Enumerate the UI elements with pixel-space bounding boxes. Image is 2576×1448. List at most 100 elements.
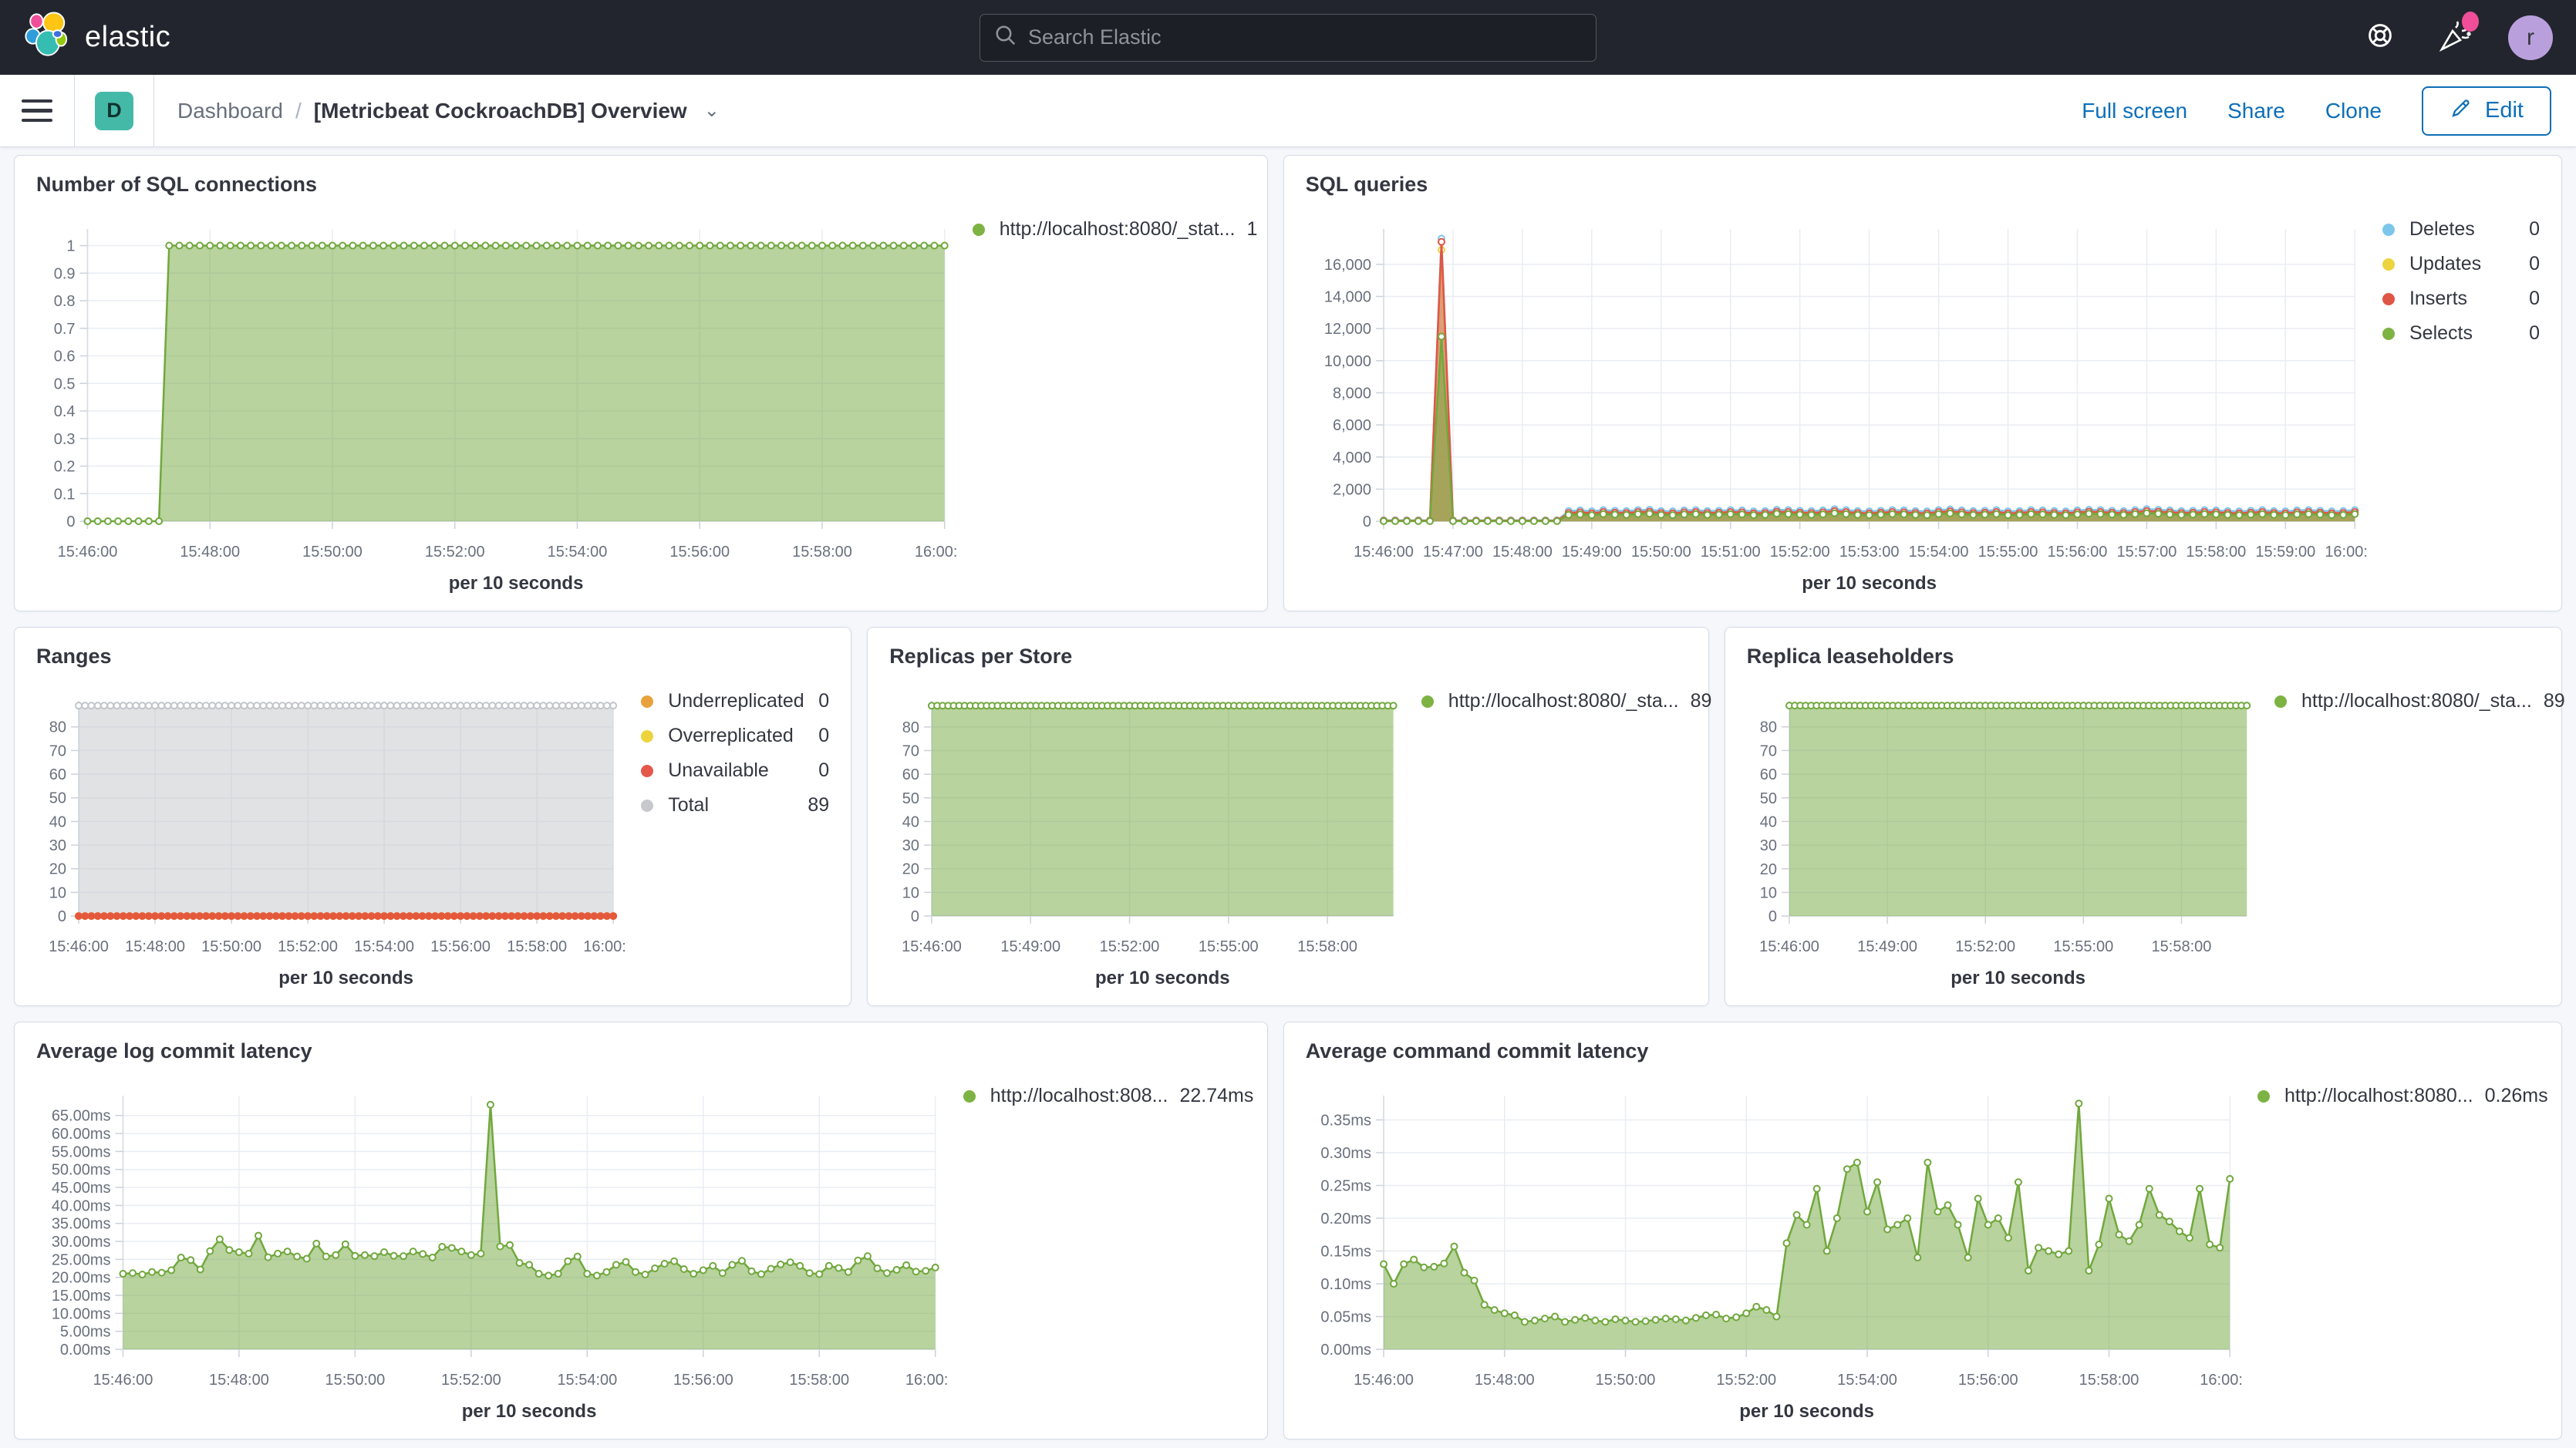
log-commit-latency-chart[interactable]: 15:46:00 15:48:00 15:50:00 15:52:00 15:54:00… [32, 1065, 948, 1431]
clone-button[interactable]: Clone [2325, 98, 2382, 123]
svg-text:15:48:00: 15:48:00 [125, 938, 185, 955]
svg-text:15:52:00: 15:52:00 [425, 544, 485, 561]
replica-leaseholders-chart[interactable]: 15:46:00 15:49:00 15:52:00 15:55:00 15:58:00… [1742, 670, 2259, 998]
svg-text:15:58:00: 15:58:00 [1297, 938, 1357, 955]
svg-text:10: 10 [49, 884, 66, 901]
menu-button[interactable] [22, 99, 52, 123]
legend-item[interactable]: Overreplicated 0 [641, 725, 829, 747]
legend-label: Underreplicated [668, 690, 804, 712]
svg-text:0.35ms: 0.35ms [1320, 1112, 1371, 1129]
legend-item[interactable]: http://localhost:8080/_stat... 1 [972, 218, 1257, 241]
breadcrumb: Dashboard / [Metricbeat CockroachDB] Ove… [177, 99, 720, 123]
svg-text:15:48:00: 15:48:00 [209, 1372, 269, 1389]
svg-text:10,000: 10,000 [1324, 353, 1371, 370]
svg-text:per 10 seconds: per 10 seconds [1951, 968, 2085, 988]
legend-dot-icon [2382, 258, 2395, 271]
svg-text:15.00ms: 15.00ms [52, 1288, 111, 1305]
command-commit-latency-chart[interactable]: 15:46:00 15:48:00 15:50:00 15:52:00 15:54:00… [1301, 1065, 2242, 1431]
help-menu-button[interactable] [2360, 18, 2400, 58]
replicas-per-store-chart[interactable]: 15:46:00 15:49:00 15:52:00 15:55:00 15:58:00… [885, 670, 1406, 998]
edit-button[interactable]: Edit [2422, 86, 2551, 136]
svg-text:15:52:00: 15:52:00 [278, 938, 338, 955]
svg-text:15:52:00: 15:52:00 [1716, 1372, 1776, 1389]
svg-text:0.00ms: 0.00ms [60, 1342, 111, 1359]
legend-item[interactable]: http://localhost:808... 22.74ms [963, 1085, 1253, 1107]
legend-item[interactable]: Unavailable 0 [641, 759, 829, 782]
svg-text:15:47:00: 15:47:00 [1423, 544, 1483, 561]
svg-text:40.00ms: 40.00ms [52, 1197, 111, 1214]
svg-text:14,000: 14,000 [1324, 288, 1371, 305]
panel-title: Replicas per Store [889, 645, 1073, 668]
svg-text:1: 1 [66, 238, 75, 255]
global-search[interactable] [979, 13, 1597, 62]
sql-connections-chart[interactable]: 15:46:00 15:48:00 15:50:00 15:52:00 15:54:00… [32, 198, 957, 603]
svg-text:30: 30 [902, 837, 919, 854]
legend-value: 0 [2529, 322, 2540, 344]
ranges-chart[interactable]: 15:46:00 15:48:00 15:50:00 15:52:00 15:54:00… [32, 670, 625, 998]
elastic-brand[interactable]: elastic [23, 12, 170, 63]
svg-text:15:58:00: 15:58:00 [789, 1372, 849, 1389]
svg-text:15:56:00: 15:56:00 [669, 544, 730, 561]
svg-text:0.25ms: 0.25ms [1320, 1178, 1371, 1195]
legend-item[interactable]: Updates 0 [2382, 253, 2540, 275]
svg-text:0: 0 [911, 908, 919, 925]
user-avatar[interactable]: r [2508, 15, 2553, 60]
svg-text:15:54:00: 15:54:00 [1908, 544, 1968, 561]
full-screen-button[interactable]: Full screen [2082, 98, 2188, 123]
legend-item[interactable]: http://localhost:8080/_sta... 89 [2274, 690, 2565, 712]
dashboard-app-badge[interactable]: D [95, 91, 133, 130]
svg-text:per 10 seconds: per 10 seconds [462, 1401, 597, 1422]
legend-value: 0 [818, 690, 830, 712]
svg-text:0.15ms: 0.15ms [1320, 1244, 1371, 1261]
svg-text:20.00ms: 20.00ms [52, 1270, 111, 1287]
legend-label: Unavailable [668, 759, 769, 781]
svg-text:60.00ms: 60.00ms [52, 1126, 111, 1143]
legend-item[interactable]: Deletes 0 [2382, 218, 2540, 241]
legend-value: 0 [818, 725, 830, 746]
legend-value: 89 [808, 794, 830, 816]
svg-text:0.1: 0.1 [54, 486, 76, 503]
svg-text:15:50:00: 15:50:00 [325, 1372, 386, 1389]
chevron-down-icon[interactable]: ⌄ [703, 100, 720, 121]
legend-item[interactable]: http://localhost:8080/_sta... 89 [1421, 690, 1711, 712]
legend-item[interactable]: Inserts 0 [2382, 288, 2540, 310]
svg-text:15:49:00: 15:49:00 [1562, 544, 1622, 561]
svg-text:50: 50 [1760, 790, 1777, 807]
svg-text:15:55:00: 15:55:00 [1199, 938, 1259, 955]
divider [74, 74, 75, 147]
svg-text:15:58:00: 15:58:00 [507, 938, 567, 955]
legend-item[interactable]: Total 89 [641, 794, 829, 817]
legend-label: Updates [2409, 253, 2482, 274]
svg-text:per 10 seconds: per 10 seconds [1095, 968, 1230, 988]
brand-wordmark: elastic [85, 21, 171, 53]
sql-queries-chart[interactable]: 15:46:00 15:47:00 15:48:00 15:49:00 15:50:00… [1301, 198, 2367, 603]
svg-text:8,000: 8,000 [1333, 385, 1371, 402]
breadcrumb-dashboard-link[interactable]: Dashboard [177, 98, 283, 123]
legend-dot-icon [972, 223, 985, 236]
svg-text:0: 0 [66, 514, 75, 530]
chart-legend: Underreplicated 0 Overreplicated 0 Unavailab… [625, 670, 834, 998]
pencil-icon [2450, 96, 2473, 126]
panel-average-command-commit-latency: Average command commit latency 15:46:00 1… [1283, 1022, 2562, 1440]
panel-title: Number of SQL connections [36, 173, 318, 196]
svg-text:70: 70 [902, 743, 919, 760]
legend-value: 0 [818, 759, 830, 781]
legend-label: http://localhost:808... [990, 1085, 1168, 1106]
svg-text:15:52:00: 15:52:00 [1955, 938, 2015, 955]
share-button[interactable]: Share [2227, 98, 2285, 123]
newsfeed-button[interactable] [2434, 11, 2479, 58]
search-input[interactable] [1028, 25, 1582, 49]
svg-text:15:54:00: 15:54:00 [548, 544, 608, 561]
svg-text:0.30ms: 0.30ms [1320, 1145, 1371, 1162]
panel-title: Average command commit latency [1305, 1039, 1649, 1062]
panel-replica-leaseholders: Replica leaseholders 15:46:00 15:49:00 15:… [1724, 627, 2565, 1007]
svg-text:70: 70 [49, 743, 66, 759]
panel-title: Ranges [36, 645, 112, 668]
svg-text:15:54:00: 15:54:00 [557, 1372, 617, 1389]
legend-item[interactable]: Underreplicated 0 [641, 690, 829, 712]
legend-value: 1 [1246, 218, 1258, 240]
legend-item[interactable]: Selects 0 [2382, 322, 2540, 345]
svg-text:15:57:00: 15:57:00 [2116, 544, 2176, 561]
legend-item[interactable]: http://localhost:8080... 0.26ms [2257, 1085, 2548, 1107]
svg-text:50: 50 [49, 790, 66, 807]
